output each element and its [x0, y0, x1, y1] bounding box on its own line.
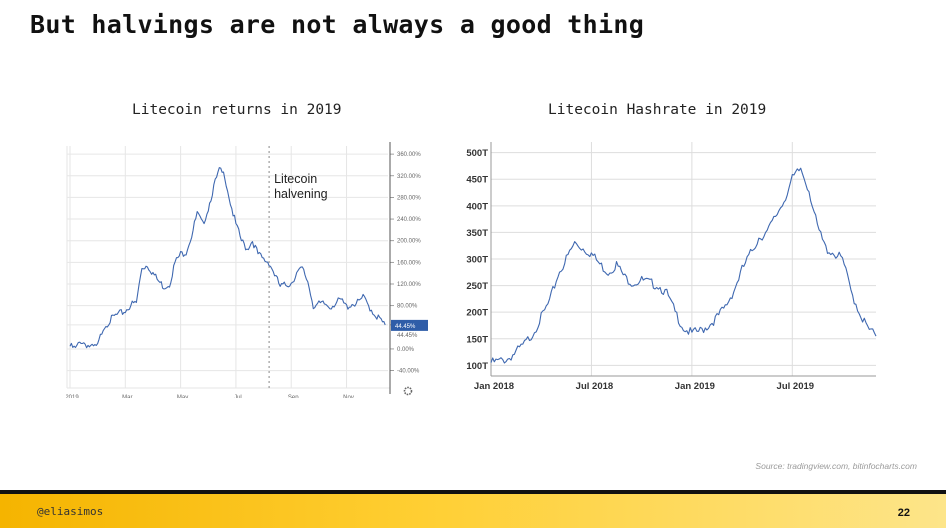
page-number: 22: [897, 507, 910, 519]
y-tick-label: 44.45%: [397, 333, 418, 339]
source-note: Source: tradingview.com, bitinfocharts.c…: [755, 461, 917, 471]
y-tick-label: 400T: [466, 201, 488, 212]
x-tick-label: May: [177, 395, 188, 398]
y-tick-label: 450T: [466, 175, 488, 186]
footer-handle: @eliasimos: [37, 505, 104, 518]
y-tick-label: 350T: [466, 228, 488, 239]
returns-chart: 2019 Mar May Jul Sep Nov 360.00% 320.00% 280.00%…: [66, 142, 428, 398]
x-tick-label: Jan 2018: [474, 381, 514, 392]
hashrate-series-line: [490, 167, 877, 364]
y-tick-label: 100T: [466, 361, 488, 372]
y-tick-label: 160.00%: [397, 260, 421, 266]
y-tick-label: 200.00%: [397, 239, 421, 245]
y-tick-label: 320.00%: [397, 174, 421, 180]
gear-icon: [403, 386, 413, 396]
y-tick-label: 240.00%: [397, 217, 421, 223]
x-tick-label: 2019: [66, 395, 79, 398]
last-value-badge: [391, 319, 428, 331]
x-tick-label: Jul: [234, 395, 242, 398]
x-tick-label: Jan 2019: [675, 381, 715, 392]
y-tick-label: 250T: [466, 281, 488, 292]
y-tick-label: -40.00%: [397, 369, 420, 375]
hashrate-chart-title: Litecoin Hashrate in 2019: [548, 102, 767, 118]
returns-series-line: [69, 167, 386, 349]
last-value-label: 44.45%: [395, 324, 416, 330]
y-tick-label: 120.00%: [397, 282, 421, 288]
returns-chart-title: Litecoin returns in 2019: [132, 102, 342, 118]
y-tick-label: 500T: [466, 148, 488, 159]
x-tick-label: Jul 2018: [576, 381, 614, 392]
hashrate-chart: 500T 450T 400T 350T 300T 250T 200T 150T 100T Jan …: [466, 142, 877, 392]
x-tick-label: Sep: [288, 395, 299, 398]
y-tick-label: 0.00%: [397, 347, 415, 353]
y-tick-label: 360.00%: [397, 152, 421, 158]
y-tick-label: 80.00%: [397, 304, 418, 310]
x-tick-label: Jul 2019: [777, 381, 815, 392]
x-tick-label: Nov: [343, 395, 354, 398]
y-tick-label: 300T: [466, 255, 488, 266]
y-tick-label: 150T: [466, 334, 488, 345]
slide-title: But halvings are not always a good thing: [30, 10, 645, 39]
halving-annotation-text: Litecoin: [274, 172, 317, 186]
halving-annotation-text: halvening: [274, 187, 328, 201]
y-tick-label: 200T: [466, 308, 488, 319]
y-tick-label: 280.00%: [397, 195, 421, 201]
footer-bar: @eliasimos 22: [0, 490, 946, 528]
x-tick-label: Mar: [122, 395, 132, 398]
